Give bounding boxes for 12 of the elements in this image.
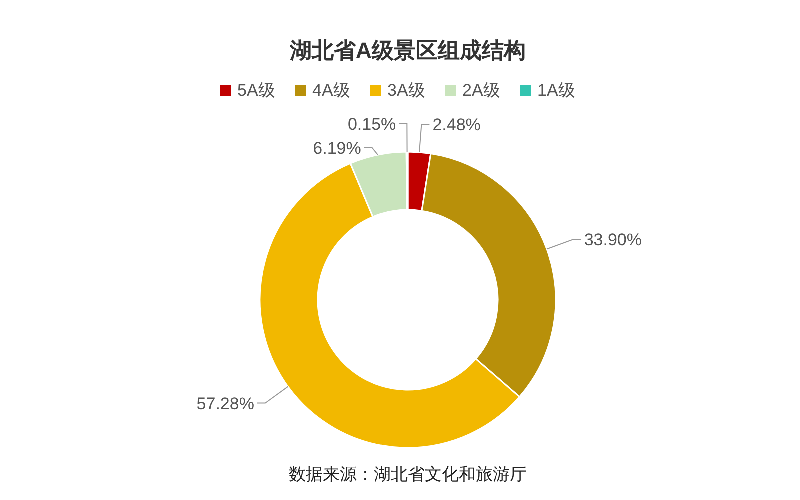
legend-label: 1A级 [538, 81, 576, 100]
legend-label: 4A级 [312, 81, 350, 100]
data-label: 33.90% [584, 230, 642, 250]
legend-label: 3A级 [388, 81, 426, 100]
data-label: 2.48% [432, 116, 481, 135]
legend-label: 5A级 [238, 81, 276, 100]
data-label: 0.15% [348, 115, 396, 134]
data-label: 6.19% [313, 139, 362, 158]
legend-label: 2A级 [462, 81, 500, 100]
data-label: 57.28% [196, 394, 254, 414]
source-note: 数据来源：湖北省文化和旅游厅 [289, 465, 527, 484]
chart-title: 湖北省A级景区组成结构 [289, 38, 526, 63]
